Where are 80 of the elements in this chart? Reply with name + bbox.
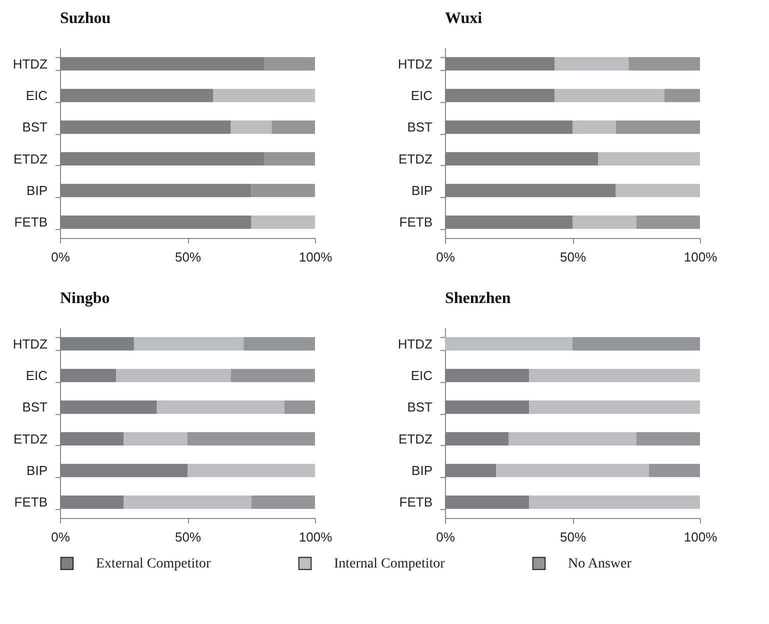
y-tick-label: BST — [22, 400, 48, 415]
bar — [616, 120, 700, 134]
chart-title: Suzhou — [60, 10, 111, 27]
x-tick-label: 0% — [51, 250, 70, 264]
bar — [230, 368, 315, 382]
y-tick-label: EIC — [410, 368, 432, 383]
legend-label: Internal Competitor — [334, 556, 446, 572]
x-tick-label: 50% — [174, 250, 202, 264]
y-tick-label: HTDZ — [398, 56, 433, 72]
x-tick-label: 100% — [684, 250, 718, 264]
y-tick-label: FETB — [399, 214, 432, 230]
y-tick-label: BIP — [412, 463, 432, 478]
bar — [616, 184, 700, 198]
bar — [230, 120, 272, 134]
bar — [628, 57, 700, 70]
x-tick-label: 100% — [298, 530, 333, 544]
y-tick-label: FETB — [14, 214, 48, 230]
y-tick-label: EIC — [26, 88, 48, 103]
bar — [636, 432, 700, 446]
bar — [529, 368, 700, 382]
y-tick-label: BST — [407, 120, 433, 135]
bar — [529, 496, 700, 509]
y-tick-label: BST — [22, 120, 48, 135]
bar — [554, 57, 629, 70]
y-tick-label: HTDZ — [398, 336, 433, 352]
x-tick-label: 50% — [174, 530, 202, 544]
bar — [572, 337, 700, 350]
y-tick-label: BIP — [26, 463, 48, 478]
bar — [213, 88, 315, 102]
y-tick-label: BIP — [412, 183, 432, 198]
y-tick-label: BIP — [26, 183, 48, 198]
bar — [124, 432, 188, 446]
y-tick-label: ETDZ — [398, 431, 433, 446]
bar — [649, 464, 700, 478]
bar — [251, 216, 315, 229]
x-tick-label: 100% — [684, 530, 718, 544]
bar — [636, 216, 700, 229]
x-tick-label: 0% — [436, 530, 456, 544]
bar — [529, 400, 700, 414]
chart-title: Shenzhen — [445, 290, 511, 307]
x-tick-label: 0% — [436, 250, 456, 264]
legend-label: No Answer — [568, 556, 632, 572]
legend-label: External Competitor — [96, 556, 212, 572]
x-tick-label: 100% — [298, 250, 333, 264]
bar — [598, 152, 700, 166]
bar — [116, 368, 231, 382]
y-tick-label: FETB — [14, 494, 48, 510]
bar — [156, 400, 284, 414]
bar — [445, 337, 572, 350]
bar — [572, 216, 636, 229]
bar — [264, 57, 315, 70]
chart-title: Ningbo — [60, 290, 110, 307]
y-tick-label: ETDZ — [398, 151, 433, 166]
x-tick-label: 50% — [560, 530, 586, 544]
bar — [496, 464, 649, 478]
x-tick-label: 0% — [51, 530, 70, 544]
y-tick-label: FETB — [399, 494, 432, 510]
x-tick-label: 50% — [560, 250, 586, 264]
y-tick-label: EIC — [26, 368, 48, 383]
bar — [124, 496, 252, 509]
bar — [251, 184, 315, 198]
bar — [572, 120, 616, 134]
bar — [251, 496, 315, 509]
bar — [244, 337, 315, 350]
bar — [508, 432, 636, 446]
bar — [188, 464, 315, 478]
chart-title: Wuxi — [445, 10, 483, 27]
y-tick-label: ETDZ — [14, 431, 48, 446]
bar — [188, 432, 315, 446]
bar — [134, 337, 244, 350]
y-tick-label: ETDZ — [14, 151, 48, 166]
y-tick-label: HTDZ — [12, 56, 48, 72]
y-tick-label: BST — [407, 400, 433, 415]
bar — [264, 152, 315, 166]
y-tick-label: EIC — [410, 88, 432, 103]
bar — [664, 88, 700, 102]
bar — [284, 400, 315, 414]
y-tick-label: HTDZ — [12, 336, 48, 352]
bar — [272, 120, 315, 134]
bar — [554, 88, 664, 102]
